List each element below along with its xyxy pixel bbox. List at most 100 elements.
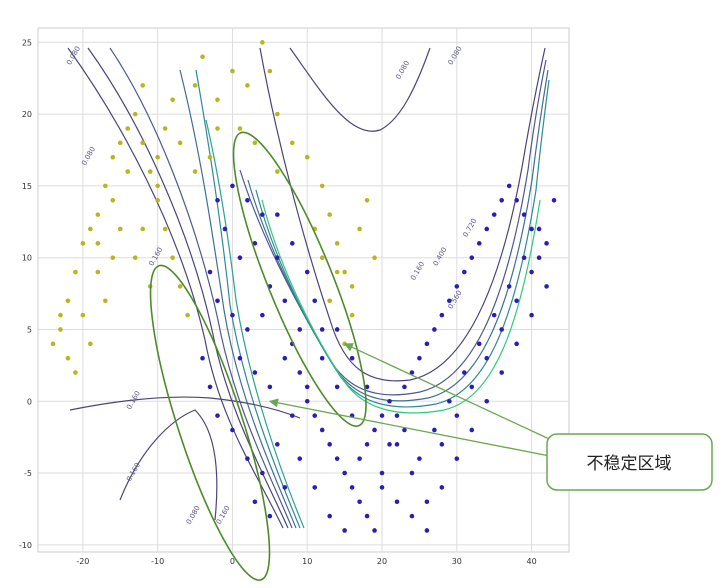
contour-line [109, 47, 293, 529]
point-class-a [125, 126, 131, 131]
point-class-b [379, 485, 385, 490]
point-class-b [289, 241, 295, 246]
point-class-a [334, 269, 340, 275]
point-class-b [447, 298, 452, 304]
point-class-b [402, 427, 407, 433]
point-class-a [327, 212, 332, 217]
point-class-a [110, 197, 116, 203]
y-tick-label: 0 [27, 397, 32, 406]
point-class-b [304, 384, 310, 390]
point-class-b [372, 427, 377, 433]
point-class-b [506, 284, 512, 289]
point-class-b [454, 456, 460, 461]
point-class-a [170, 97, 175, 103]
point-class-b [282, 298, 288, 304]
point-class-b [342, 470, 347, 476]
point-class-b [417, 355, 422, 361]
point-class-b [282, 485, 288, 490]
point-class-b [252, 370, 258, 375]
point-class-a [132, 111, 138, 117]
point-class-b [439, 442, 445, 447]
point-class-b [469, 255, 475, 260]
point-class-b [237, 255, 243, 260]
point-class-b [521, 212, 527, 217]
point-class-a [177, 140, 183, 146]
point-class-b [484, 355, 490, 361]
point-class-a [192, 169, 198, 174]
point-class-b [215, 413, 220, 418]
point-class-b [551, 197, 557, 203]
point-class-a [304, 154, 310, 160]
x-tick-label: 0 [230, 557, 235, 566]
point-class-a [275, 111, 280, 117]
point-class-a [95, 269, 101, 275]
point-class-b [476, 241, 482, 246]
point-class-b [447, 398, 452, 404]
point-class-b [529, 226, 534, 232]
point-class-b [424, 528, 430, 533]
point-class-b [230, 312, 235, 318]
contour-line [261, 199, 541, 414]
point-class-b [439, 312, 445, 318]
point-class-a [132, 255, 138, 260]
point-class-a [372, 255, 377, 260]
point-class-a [58, 312, 63, 318]
point-class-a [289, 140, 295, 146]
point-class-b [297, 370, 303, 375]
contour-line [289, 47, 431, 132]
point-class-b [319, 327, 325, 332]
point-class-b [469, 427, 475, 433]
point-class-b [439, 485, 445, 490]
point-class-a [275, 169, 280, 174]
point-class-a [50, 341, 56, 347]
point-class-b [454, 413, 460, 418]
point-class-b [514, 197, 519, 203]
unstable-region-ellipse [149, 264, 271, 581]
point-class-b [394, 442, 400, 447]
contour-line [67, 47, 284, 529]
point-class-a [117, 140, 123, 146]
point-class-a [73, 269, 78, 275]
contour-line [195, 69, 301, 529]
point-class-a [364, 197, 370, 203]
point-class-b [424, 499, 430, 505]
point-class-a [140, 83, 146, 88]
point-class-b [536, 255, 542, 260]
point-class-b [514, 298, 519, 304]
point-class-b [529, 312, 534, 318]
point-class-b [476, 341, 482, 347]
point-class-b [237, 355, 243, 361]
point-class-b [245, 327, 250, 332]
point-class-b [402, 384, 407, 390]
point-class-a [80, 241, 86, 246]
point-class-a [200, 54, 205, 60]
point-class-a [117, 226, 123, 232]
decision-contours [67, 47, 550, 529]
point-class-b [260, 312, 265, 318]
point-class-a [192, 83, 198, 88]
point-class-b [499, 370, 504, 375]
point-class-b [245, 197, 250, 203]
point-class-a [103, 183, 108, 189]
point-class-b [207, 269, 213, 275]
point-class-a [95, 212, 101, 217]
point-class-a [357, 226, 362, 232]
x-tick-label: 20 [377, 557, 387, 566]
point-class-b [394, 413, 400, 418]
point-class-b [461, 269, 467, 275]
point-class-b [484, 398, 490, 404]
point-class-b [379, 413, 385, 418]
point-class-b [282, 355, 288, 361]
point-class-b [334, 384, 340, 390]
unstable-regions [149, 131, 367, 581]
point-class-b [432, 427, 437, 433]
point-class-b [200, 355, 205, 361]
point-class-b [357, 456, 362, 461]
y-tick-label: 25 [22, 38, 32, 47]
point-class-a [267, 68, 273, 74]
point-class-a [80, 312, 86, 318]
point-class-a [147, 169, 153, 174]
point-class-b [349, 485, 355, 490]
point-class-b [409, 370, 415, 375]
